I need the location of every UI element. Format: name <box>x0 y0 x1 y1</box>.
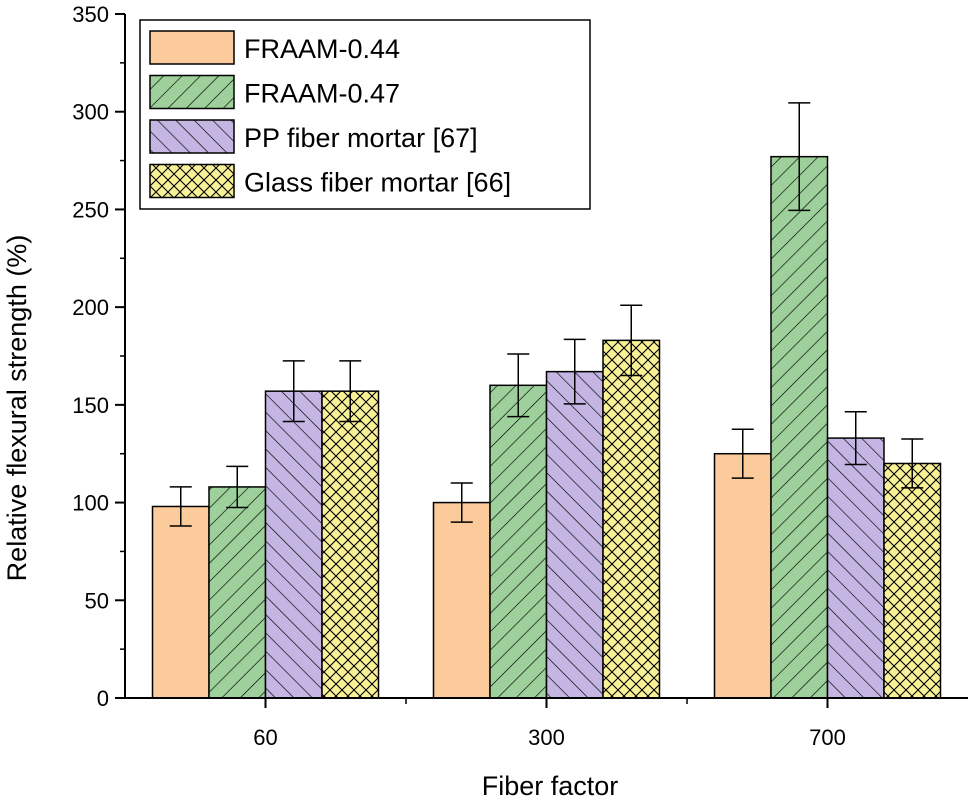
x-axis-title: Fiber factor <box>482 771 619 801</box>
legend-swatch <box>150 31 234 64</box>
y-tick-label: 350 <box>72 2 109 27</box>
y-tick-label: 50 <box>85 588 109 613</box>
bar-hatch-1-700 <box>771 156 828 699</box>
bar-0-60 <box>152 506 209 698</box>
legend-swatch-outline <box>149 30 235 65</box>
bar-0-700 <box>714 453 771 698</box>
plot-area: 0 50 100 150 200 250 300 350 60 300 700 <box>72 2 968 750</box>
bar-hatch-3-700 <box>884 463 941 698</box>
y-tick-label: 0 <box>97 686 109 711</box>
y-tick-label: 200 <box>72 295 109 320</box>
legend-swatch-outline <box>149 74 235 110</box>
bar-hatch-2-60 <box>265 391 322 698</box>
legend-swatch-hatch <box>150 164 234 198</box>
bar-hatch-2-700 <box>827 438 884 698</box>
y-axis-title: Relative flexural strength (%) <box>2 235 32 582</box>
x-tick-label: 300 <box>528 725 565 750</box>
legend-swatch-outline <box>149 119 235 154</box>
x-tick-label: 700 <box>809 725 846 750</box>
bar-hatch-2-300 <box>546 371 603 698</box>
legend-swatch-hatch <box>150 75 234 109</box>
bar-hatch-3-60 <box>322 391 379 698</box>
legend-label: PP fiber mortar [67] <box>244 123 478 153</box>
legend: FRAAM-0.44 FRAAM-0.47 PP fiber mortar [67]… <box>139 19 591 210</box>
x-tick-label: 60 <box>253 725 277 750</box>
y-tick-label: 150 <box>72 393 109 418</box>
y-tick-label: 100 <box>72 491 109 516</box>
bar-0-300 <box>433 502 490 698</box>
y-tick-label: 250 <box>72 197 109 222</box>
legend-label: FRAAM-0.47 <box>244 79 400 109</box>
bar-hatch-3-300 <box>603 340 660 698</box>
legend-label: Glass fiber mortar [66] <box>244 168 511 198</box>
legend-swatch-hatch <box>150 120 234 153</box>
bar-hatch-1-300 <box>490 385 547 698</box>
legend-label: FRAAM-0.44 <box>244 34 400 64</box>
legend-swatch-outline <box>149 163 235 199</box>
bar-hatch-1-60 <box>209 486 266 698</box>
y-tick-label: 300 <box>72 100 109 125</box>
